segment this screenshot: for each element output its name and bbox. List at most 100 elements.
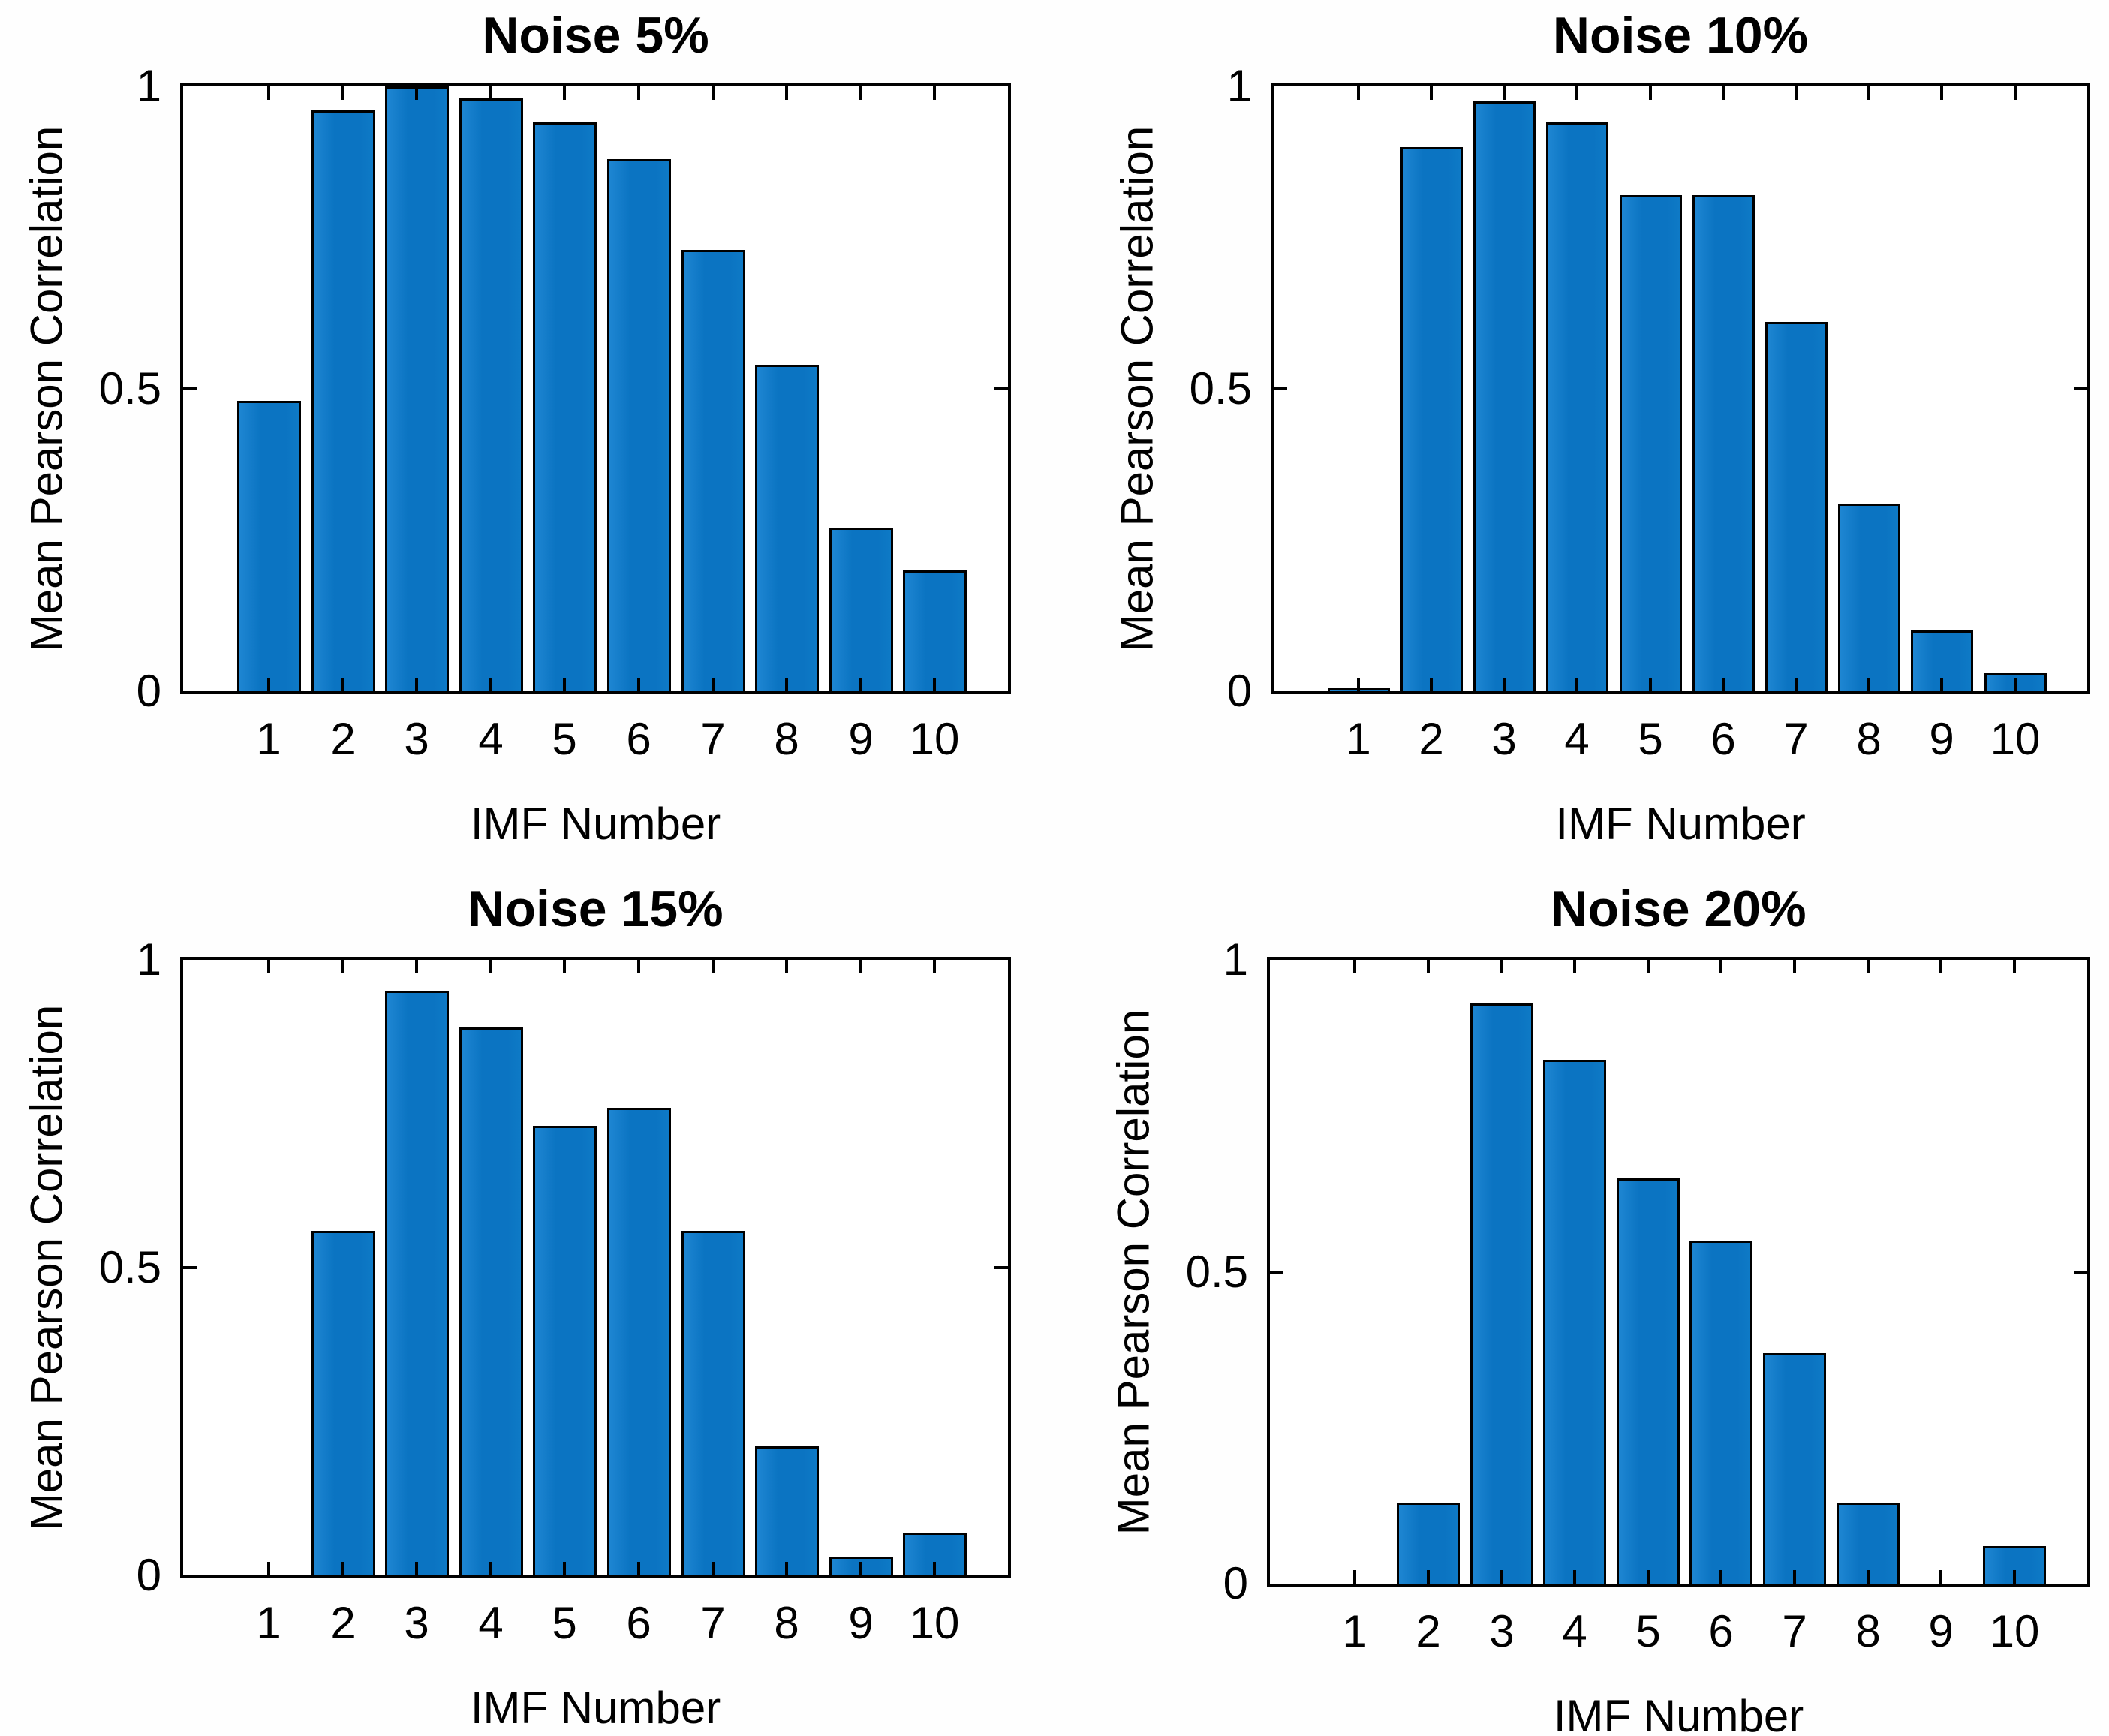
x-tick-mark-bottom — [267, 1562, 270, 1575]
y-tick-mark-right — [994, 1266, 1008, 1269]
x-tick-mark-bottom — [1647, 1570, 1650, 1584]
bar-imf-6 — [606, 159, 671, 691]
x-tick-label: 1 — [1342, 1606, 1367, 1656]
x-tick-label: 8 — [774, 1598, 799, 1648]
bar-imf-1 — [236, 401, 301, 691]
x-tick-label: 5 — [1638, 714, 1663, 764]
x-tick-mark-bottom — [489, 678, 492, 691]
bar-imf-3 — [1470, 1003, 1533, 1584]
x-tick-label: 3 — [404, 714, 429, 764]
x-tick-mark-top — [563, 960, 566, 973]
x-tick-mark-top — [1649, 86, 1652, 100]
x-tick-mark-bottom — [563, 678, 566, 691]
bar-imf-5 — [532, 122, 597, 691]
x-tick-label: 10 — [1989, 1606, 2040, 1656]
x-tick-label: 4 — [1562, 1606, 1587, 1656]
y-tick-mark-right — [2074, 387, 2087, 390]
x-tick-mark-top — [1939, 960, 1942, 973]
x-tick-mark-bottom — [341, 678, 344, 691]
x-tick-label: 1 — [1346, 714, 1371, 764]
x-tick-mark-bottom — [859, 1562, 862, 1575]
x-tick-mark-top — [415, 960, 418, 973]
y-tick-mark-left — [183, 387, 197, 390]
x-tick-mark-top — [1353, 960, 1356, 973]
y-tick-label: 0 — [136, 666, 161, 716]
x-tick-mark-bottom — [1503, 678, 1506, 691]
x-tick-mark-top — [1647, 960, 1650, 973]
x-tick-mark-bottom — [267, 678, 270, 691]
x-tick-label: 5 — [1635, 1606, 1661, 1656]
bar-imf-8 — [1837, 1503, 1900, 1584]
x-tick-label: 1 — [256, 1598, 281, 1648]
x-tick-mark-top — [489, 86, 492, 100]
x-tick-mark-bottom — [1500, 1570, 1503, 1584]
bar-imf-4 — [1545, 122, 1608, 691]
x-axis-label: IMF Number — [1553, 1691, 1804, 1736]
y-tick-label: 0.5 — [1189, 363, 1252, 414]
x-tick-label: 10 — [909, 714, 960, 764]
x-tick-label: 7 — [700, 714, 726, 764]
bar-imf-5 — [1617, 1178, 1680, 1584]
x-tick-mark-bottom — [933, 1562, 936, 1575]
x-axis-label: IMF Number — [1555, 799, 1806, 849]
x-tick-label: 2 — [1419, 714, 1444, 764]
x-tick-label: 7 — [700, 1598, 726, 1648]
x-axis-label: IMF Number — [470, 799, 721, 849]
bar-imf-6 — [1692, 195, 1755, 691]
y-tick-label: 0.5 — [98, 363, 161, 414]
x-tick-mark-bottom — [1867, 1570, 1870, 1584]
x-tick-mark-top — [1795, 86, 1798, 100]
x-tick-label: 3 — [1489, 1606, 1515, 1656]
x-tick-label: 6 — [626, 1598, 651, 1648]
y-tick-label: 1 — [1226, 61, 1252, 111]
x-tick-mark-bottom — [1940, 678, 1943, 691]
y-tick-mark-left — [183, 1266, 197, 1269]
x-tick-mark-bottom — [563, 1562, 566, 1575]
bar-imf-3 — [384, 991, 449, 1575]
x-tick-mark-top — [341, 86, 344, 100]
x-tick-mark-bottom — [1573, 1570, 1576, 1584]
chart-title: Noise 5% — [482, 7, 709, 64]
y-tick-mark-right — [994, 387, 1008, 390]
y-tick-mark-right — [2074, 1271, 2087, 1274]
bar-imf-3 — [384, 86, 449, 691]
x-tick-mark-bottom — [1939, 1570, 1942, 1584]
y-tick-mark-left — [1274, 387, 1287, 390]
bar-imf-7 — [1763, 1353, 1826, 1584]
bar-imf-9 — [829, 528, 893, 691]
bar-imf-5 — [1619, 195, 1682, 691]
x-tick-mark-bottom — [712, 1562, 715, 1575]
y-tick-label: 1 — [136, 61, 161, 111]
x-tick-mark-top — [1940, 86, 1943, 100]
x-tick-mark-bottom — [341, 1562, 344, 1575]
x-tick-mark-top — [933, 86, 936, 100]
x-tick-mark-top — [1793, 960, 1796, 973]
x-tick-label: 7 — [1783, 714, 1809, 764]
x-tick-mark-top — [2013, 960, 2016, 973]
x-tick-mark-top — [712, 86, 715, 100]
x-tick-label: 10 — [1990, 714, 2041, 764]
y-tick-label: 0 — [1226, 666, 1252, 716]
x-tick-mark-top — [489, 960, 492, 973]
bar-imf-8 — [754, 365, 819, 691]
x-tick-mark-bottom — [1649, 678, 1652, 691]
x-tick-mark-bottom — [637, 1562, 640, 1575]
x-tick-mark-bottom — [1719, 1570, 1722, 1584]
x-tick-label: 4 — [478, 1598, 504, 1648]
x-tick-mark-top — [859, 86, 862, 100]
plot-area — [180, 957, 1011, 1578]
bar-imf-3 — [1473, 101, 1536, 691]
bar-imf-7 — [681, 250, 745, 691]
bar-imf-4 — [459, 1027, 523, 1575]
plot-area — [180, 83, 1011, 694]
x-tick-label: 6 — [1708, 1606, 1734, 1656]
bar-imf-2 — [311, 1231, 375, 1575]
y-tick-label: 0.5 — [98, 1242, 161, 1292]
x-tick-mark-top — [1867, 960, 1870, 973]
x-tick-mark-top — [1427, 960, 1430, 973]
x-tick-mark-top — [637, 960, 640, 973]
x-tick-mark-top — [267, 86, 270, 100]
x-tick-label: 5 — [552, 714, 577, 764]
x-tick-label: 4 — [1564, 714, 1590, 764]
